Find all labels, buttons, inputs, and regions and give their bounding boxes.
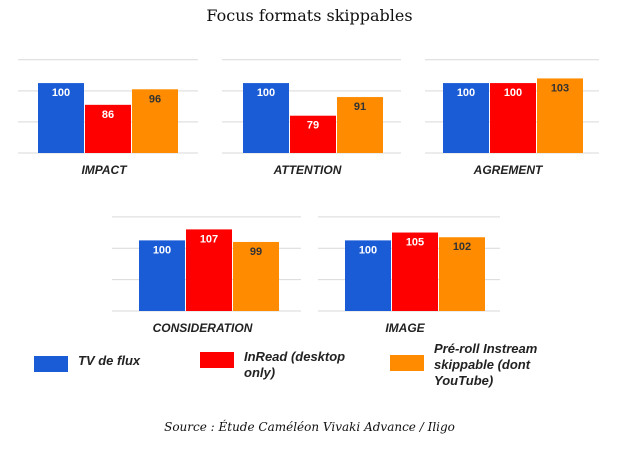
data-label-image-3: 102 [453, 241, 471, 253]
legend-swatch-inread [200, 352, 234, 368]
data-label-impact-1: 100 [52, 87, 70, 99]
data-label-consideration-1: 100 [153, 244, 171, 256]
legend-swatch-preroll [390, 355, 424, 371]
legend-label-inread: InRead (desktop only) [244, 349, 346, 380]
bar-attention-3 [337, 97, 383, 153]
legend-item-preroll: Pré-roll Instream skippable (dont YouTub… [390, 341, 564, 389]
data-label-attention-3: 91 [354, 101, 366, 113]
chart-title-image: IMAGE [385, 321, 425, 335]
bar-impact-2 [85, 104, 131, 153]
bar-attention-2 [290, 115, 336, 153]
legend-swatch-tv [34, 356, 68, 372]
bar-agrement-1 [443, 83, 489, 153]
data-label-impact-3: 96 [149, 93, 161, 105]
chart-title-agrement: AGREMENT [473, 163, 544, 177]
legend-item-tv: TV de flux [34, 353, 158, 372]
bar-impact-1 [38, 83, 84, 153]
data-label-image-1: 100 [359, 244, 377, 256]
data-label-attention-1: 100 [257, 87, 275, 99]
bar-image-1 [345, 240, 391, 311]
chart-title-impact: IMPACT [81, 163, 128, 177]
bar-image-2 [392, 232, 438, 311]
legend-label-tv: TV de flux [78, 353, 141, 368]
bar-consideration-2 [186, 229, 232, 311]
data-label-agrement-3: 103 [551, 82, 569, 94]
data-label-agrement-1: 100 [457, 87, 475, 99]
bar-consideration-1 [139, 240, 185, 311]
source-note: Source : Étude Caméléon Vivaki Advance /… [164, 420, 455, 434]
data-label-attention-2: 79 [307, 120, 319, 132]
bar-agrement-3 [537, 78, 583, 153]
data-label-consideration-3: 99 [250, 246, 262, 258]
legend-item-inread: InRead (desktop only) [200, 349, 364, 381]
bar-agrement-2 [490, 83, 536, 153]
data-label-agrement-2: 100 [504, 87, 522, 99]
data-label-image-2: 105 [406, 237, 424, 249]
bar-consideration-3 [233, 241, 279, 311]
chart-title-attention: ATTENTION [273, 163, 342, 177]
chart-title-consideration: CONSIDERATION [153, 321, 253, 335]
data-label-consideration-2: 107 [200, 233, 218, 245]
bar-attention-1 [243, 83, 289, 153]
page-title: Focus formats skippables [206, 6, 413, 25]
bar-image-3 [439, 237, 485, 311]
legend-label-preroll: Pré-roll Instream skippable (dont YouTub… [434, 341, 538, 388]
data-label-impact-2: 86 [102, 109, 114, 121]
bar-impact-3 [132, 89, 178, 153]
